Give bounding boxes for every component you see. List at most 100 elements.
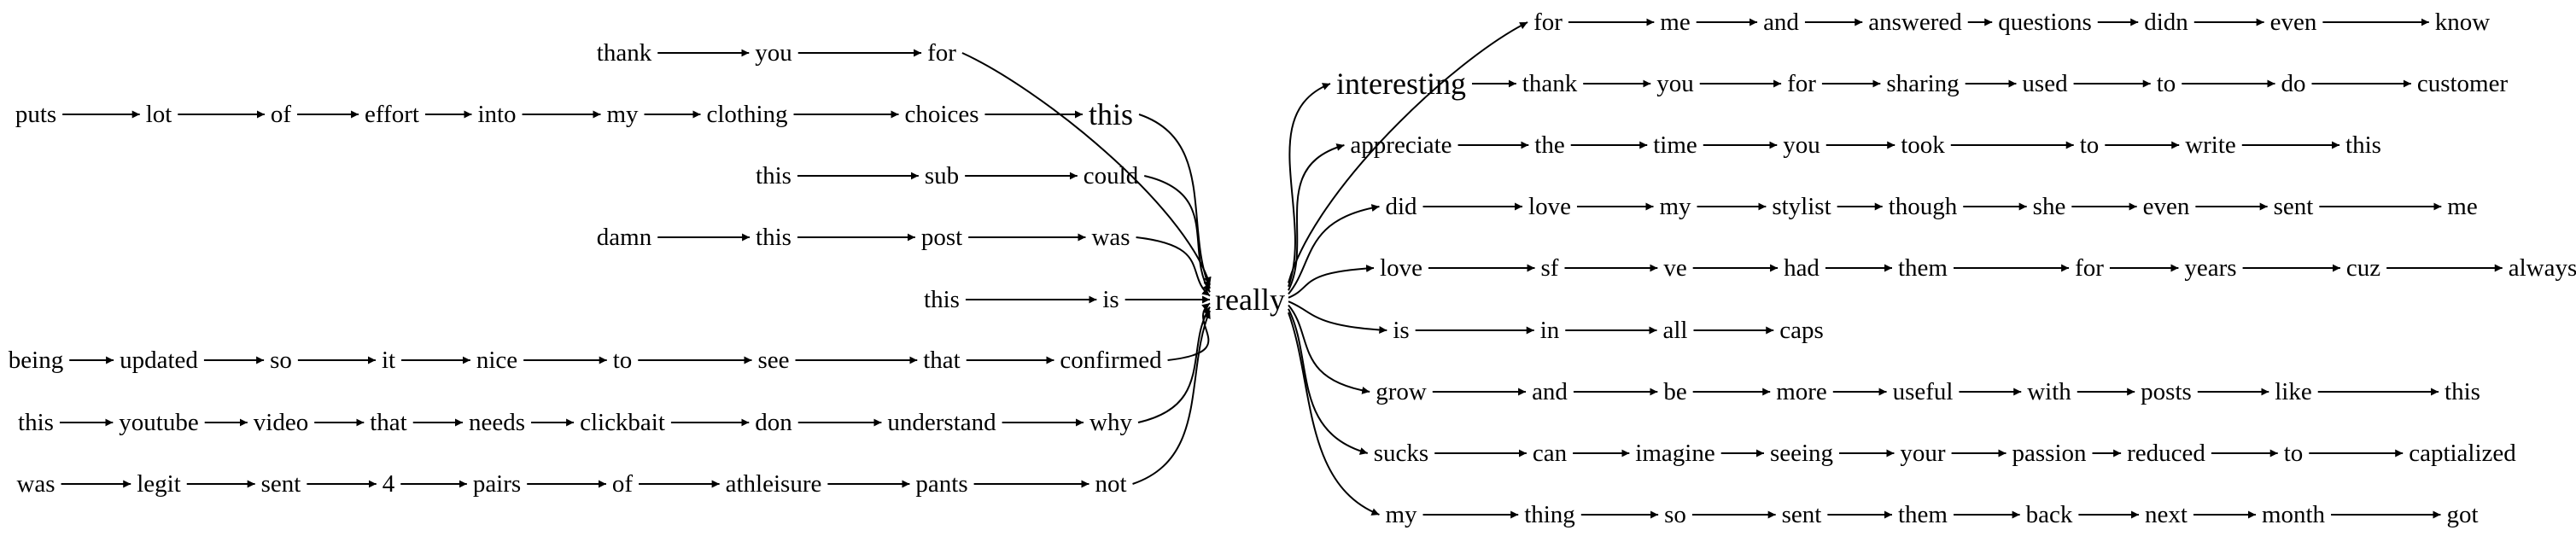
node-right-7-5: passion — [2012, 440, 2088, 467]
node-right-1-1: thank — [1522, 70, 1578, 97]
node-left-4-1: is — [1102, 286, 1119, 313]
node-left-7-6: athleisure — [726, 470, 822, 498]
node-right-6-5: with — [2027, 378, 2071, 405]
node-left-1-6: clothing — [706, 101, 787, 128]
node-right-3-5: she — [2033, 193, 2066, 220]
node-right-6-2: be — [1663, 378, 1686, 405]
node-right-4-4: them — [1898, 254, 1948, 282]
node-left-5-7: that — [923, 347, 961, 374]
node-left-7-7: pants — [915, 470, 967, 498]
node-right-6-3: more — [1776, 378, 1827, 405]
edge-to-center-3 — [1136, 236, 1211, 297]
node-right-0-0: for — [1533, 9, 1563, 36]
edge-from-center-3 — [1288, 204, 1380, 295]
node-right-4-2: ve — [1663, 254, 1686, 282]
node-left-3-2: post — [921, 224, 962, 251]
node-left-3-1: this — [756, 224, 791, 251]
node-right-2-6: write — [2185, 131, 2236, 159]
node-right-1-0: interesting — [1336, 67, 1466, 101]
node-left-0-0: thank — [597, 39, 652, 67]
node-right-4-6: years — [2184, 254, 2236, 282]
node-right-6-6: posts — [2141, 378, 2192, 405]
node-left-1-1: lot — [146, 101, 172, 128]
node-right-6-4: useful — [1893, 378, 1954, 405]
node-left-6-8: why — [1089, 409, 1132, 436]
node-left-1-2: of — [271, 101, 292, 128]
node-right-1-6: to — [2157, 70, 2176, 97]
node-right-7-8: captialized — [2409, 440, 2516, 467]
node-right-7-4: your — [1900, 440, 1946, 467]
node-left-2-0: this — [756, 162, 791, 189]
edge-from-center-6 — [1288, 304, 1370, 394]
node-right-3-7: sent — [2274, 193, 2314, 220]
node-left-7-4: pairs — [473, 470, 521, 498]
node-left-3-3: was — [1091, 224, 1130, 251]
node-left-3-0: damn — [597, 224, 652, 251]
node-left-1-8: this — [1089, 97, 1133, 131]
node-right-3-4: though — [1889, 193, 1958, 220]
node-right-8-7: month — [2262, 501, 2326, 528]
node-left-1-3: effort — [365, 101, 419, 128]
node-left-0-2: for — [927, 39, 956, 67]
node-right-7-0: sucks — [1374, 440, 1428, 467]
node-left-5-5: to — [613, 347, 633, 374]
node-right-3-6: even — [2143, 193, 2190, 220]
node-right-5-0: is — [1393, 317, 1409, 344]
node-right-0-1: me — [1660, 9, 1690, 36]
node-right-3-2: my — [1659, 193, 1691, 220]
node-right-8-1: thing — [1524, 501, 1575, 528]
node-right-4-8: always — [2509, 254, 2576, 282]
node-right-6-8: this — [2445, 378, 2480, 405]
node-right-8-3: sent — [1782, 501, 1822, 528]
node-left-5-8: confirmed — [1060, 347, 1162, 374]
node-right-0-3: answered — [1868, 9, 1962, 36]
edge-from-center-2 — [1288, 143, 1345, 291]
edge-from-center-5 — [1288, 300, 1387, 334]
node-right-2-3: you — [1783, 131, 1820, 159]
node-right-2-4: took — [1901, 131, 1945, 159]
node-right-5-2: all — [1663, 317, 1688, 344]
node-left-6-1: youtube — [119, 409, 198, 436]
node-right-3-1: love — [1528, 193, 1571, 220]
node-right-1-3: for — [1787, 70, 1816, 97]
edges — [59, 18, 2503, 519]
node-left-7-1: legit — [137, 470, 181, 498]
node-right-8-5: back — [2026, 501, 2073, 528]
edge-from-center-8 — [1288, 312, 1380, 516]
node-right-1-5: used — [2022, 70, 2068, 97]
node-left-7-3: 4 — [383, 470, 395, 498]
edge-from-center-1 — [1288, 83, 1331, 288]
node-right-8-0: my — [1385, 501, 1417, 528]
node-right-7-3: seeing — [1770, 440, 1833, 467]
node-right-6-7: like — [2275, 378, 2312, 405]
node-left-6-7: understand — [887, 409, 996, 436]
node-right-2-1: the — [1534, 131, 1564, 159]
edge-to-center-6 — [1137, 306, 1211, 423]
node-right-2-5: to — [2080, 131, 2100, 159]
node-left-4-0: this — [924, 286, 960, 313]
node-right-1-4: sharing — [1886, 70, 1959, 97]
node-left-5-4: nice — [476, 347, 517, 374]
node-left-5-1: updated — [120, 347, 198, 374]
edge-to-center-7 — [1132, 310, 1211, 485]
node-left-7-5: of — [612, 470, 634, 498]
edge-from-center-4 — [1288, 265, 1375, 299]
node-right-3-8: me — [2447, 193, 2477, 220]
node-right-5-3: caps — [1779, 317, 1824, 344]
node-right-4-1: sf — [1541, 254, 1559, 282]
node-left-1-0: puts — [15, 101, 56, 128]
node-right-8-8: got — [2446, 501, 2478, 528]
node-right-0-6: even — [2270, 9, 2317, 36]
node-left-7-0: was — [16, 470, 55, 498]
node-right-4-5: for — [2075, 254, 2104, 282]
node-left-2-1: sub — [925, 162, 959, 189]
node-right-6-0: grow — [1376, 378, 1427, 405]
edge-from-center-7 — [1288, 308, 1369, 455]
node-left-7-2: sent — [261, 470, 301, 498]
node-left-2-2: could — [1084, 162, 1139, 189]
node-right-7-2: imagine — [1635, 440, 1714, 467]
node-right-0-4: questions — [1998, 9, 2092, 36]
node-right-2-0: appreciate — [1350, 131, 1452, 159]
